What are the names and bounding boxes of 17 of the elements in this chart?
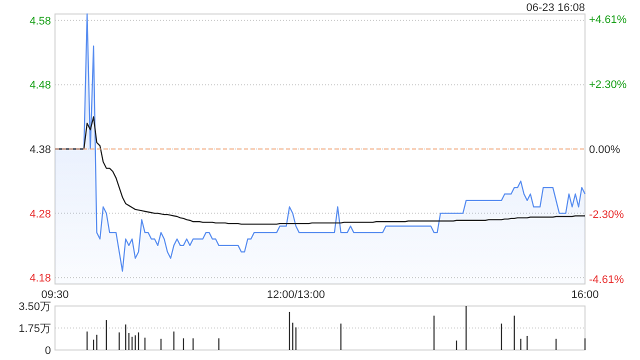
y-tick-label: 3.50万 xyxy=(18,301,51,313)
y-tick-label: 4.28 xyxy=(30,208,51,220)
y-tick-label: 4.18 xyxy=(30,272,51,285)
y-tick-label: 1.75万 xyxy=(18,323,51,335)
text: 06-23 16:08 xyxy=(526,2,585,14)
y2-tick-label: -2.30% xyxy=(589,208,624,221)
y-tick-label: 4.38 xyxy=(30,144,51,156)
x-tick-label: 09:30 xyxy=(41,289,69,301)
y2-tick-label: 0.00% xyxy=(589,144,620,156)
x-tick-label: 16:00 xyxy=(571,289,599,301)
y2-tick-label: +4.61% xyxy=(589,14,627,26)
y-tick-label: 4.58 xyxy=(30,15,51,28)
y-tick-label: 0 xyxy=(44,345,51,357)
y2-tick-label: +2.30% xyxy=(589,79,627,92)
x-tick-label: 12:00/13:00 xyxy=(266,289,325,301)
y2-tick-label: -4.61% xyxy=(589,274,624,286)
y-tick-label: 4.48 xyxy=(30,80,51,92)
